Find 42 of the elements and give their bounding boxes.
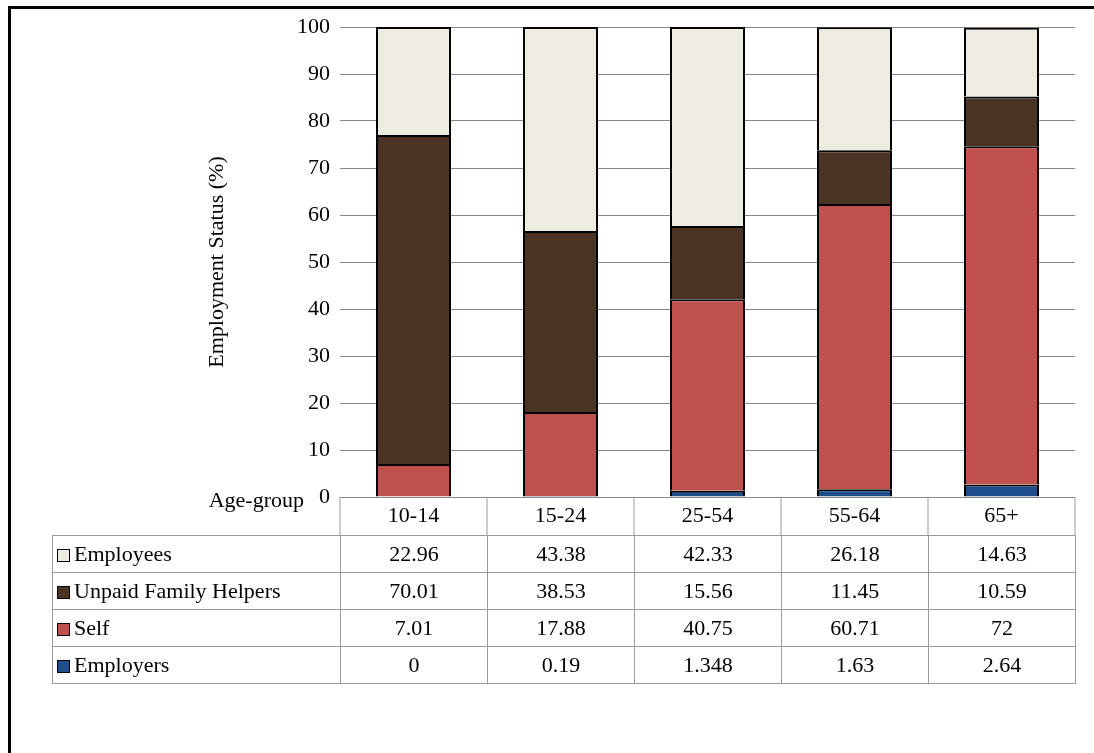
y-tick-label: 0 bbox=[319, 482, 330, 508]
y-tick-label: 90 bbox=[308, 59, 330, 85]
data-label: 7.01 bbox=[340, 609, 488, 647]
y-tick-label: 80 bbox=[308, 106, 330, 132]
legend-label: Employers bbox=[74, 652, 170, 677]
data-label: 2.64 bbox=[928, 646, 1076, 684]
data-label: 72 bbox=[928, 609, 1076, 647]
y-tick-label: 30 bbox=[308, 341, 330, 367]
data-label: 42.33 bbox=[634, 535, 782, 573]
data-label: 60.71 bbox=[781, 609, 929, 647]
y-tick-label: 100 bbox=[297, 12, 330, 38]
data-label: 22.96 bbox=[340, 535, 488, 573]
y-tick-label: 50 bbox=[308, 247, 330, 273]
data-label: 40.75 bbox=[634, 609, 782, 647]
y-tick-label: 70 bbox=[308, 153, 330, 179]
data-label: 0 bbox=[340, 646, 488, 684]
y-axis-title: Employment Status (%) bbox=[202, 156, 228, 368]
x-tick-label: 15-24 bbox=[534, 501, 587, 527]
data-label: 10.59 bbox=[928, 572, 1076, 610]
y-tick-label: 10 bbox=[308, 435, 330, 461]
data-label: 70.01 bbox=[340, 572, 488, 610]
x-tick-label: 25-54 bbox=[681, 501, 734, 527]
y-tick-label: 20 bbox=[308, 388, 330, 414]
data-label: 15.56 bbox=[634, 572, 782, 610]
x-tick-label: 65+ bbox=[984, 501, 1019, 527]
x-tick-label: 55-64 bbox=[828, 501, 881, 527]
y-tick-label: 40 bbox=[308, 294, 330, 320]
x-axis-title: Age-group bbox=[208, 486, 304, 512]
y-tick-label: 60 bbox=[308, 200, 330, 226]
data-label: 14.63 bbox=[928, 535, 1076, 573]
data-label: 0.19 bbox=[487, 646, 635, 684]
data-label: 43.38 bbox=[487, 535, 635, 573]
legend-label: Unpaid Family Helpers bbox=[74, 578, 281, 603]
x-tick-label: 10-14 bbox=[387, 501, 440, 527]
data-label: 1.63 bbox=[781, 646, 929, 684]
data-label: 1.348 bbox=[634, 646, 782, 684]
data-label: 26.18 bbox=[781, 535, 929, 573]
data-label: 38.53 bbox=[487, 572, 635, 610]
data-label: 17.88 bbox=[487, 609, 635, 647]
legend-label: Employees bbox=[74, 541, 172, 566]
data-label: 11.45 bbox=[781, 572, 929, 610]
legend-label: Self bbox=[74, 615, 110, 640]
